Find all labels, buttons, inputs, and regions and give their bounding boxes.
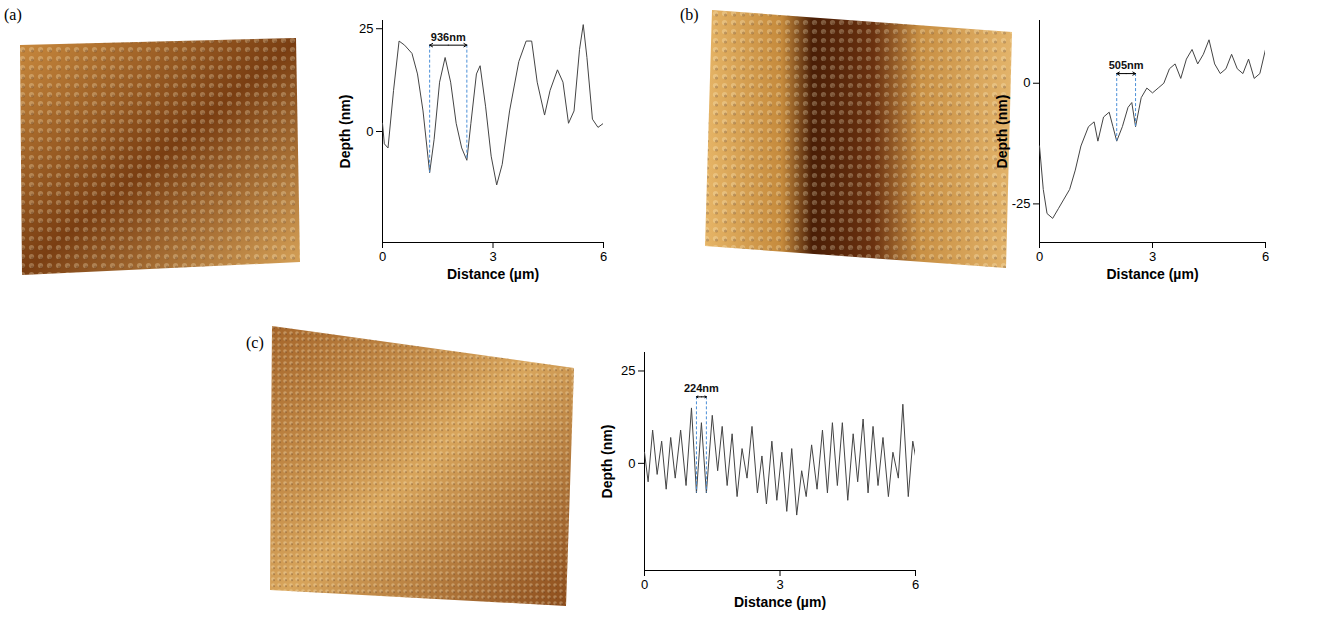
svg-text:0: 0 [1023,75,1030,90]
svg-text:224nm: 224nm [684,382,719,394]
svg-text:0: 0 [379,249,386,264]
svg-text:Depth (nm): Depth (nm) [337,95,353,169]
svg-text:6: 6 [912,577,919,592]
svg-text:Distance (µm): Distance (µm) [734,594,826,610]
svg-text:3: 3 [489,249,496,264]
svg-text:6: 6 [600,249,607,264]
svg-text:505nm: 505nm [1109,59,1144,71]
svg-text:3: 3 [1149,249,1156,264]
svg-text:25: 25 [359,21,373,36]
svg-text:0: 0 [641,577,648,592]
html-text:(b): (b) [680,6,699,23]
svg-text:3: 3 [776,577,783,592]
html-text:(c): (c) [246,334,264,351]
svg-text:6: 6 [1262,249,1269,264]
svg-text:25: 25 [621,363,635,378]
html-text:(a): (a) [4,6,22,23]
svg-text:Depth (nm): Depth (nm) [599,425,615,499]
svg-text:936nm: 936nm [431,31,466,43]
svg-text:Distance (µm): Distance (µm) [1106,266,1198,282]
svg-text:0: 0 [628,456,635,471]
svg-text:0: 0 [1036,249,1043,264]
svg-text:Distance (µm): Distance (µm) [447,266,539,282]
svg-text:-25: -25 [1012,196,1031,211]
svg-text:Depth (nm): Depth (nm) [994,95,1010,169]
svg-text:0: 0 [366,124,373,139]
